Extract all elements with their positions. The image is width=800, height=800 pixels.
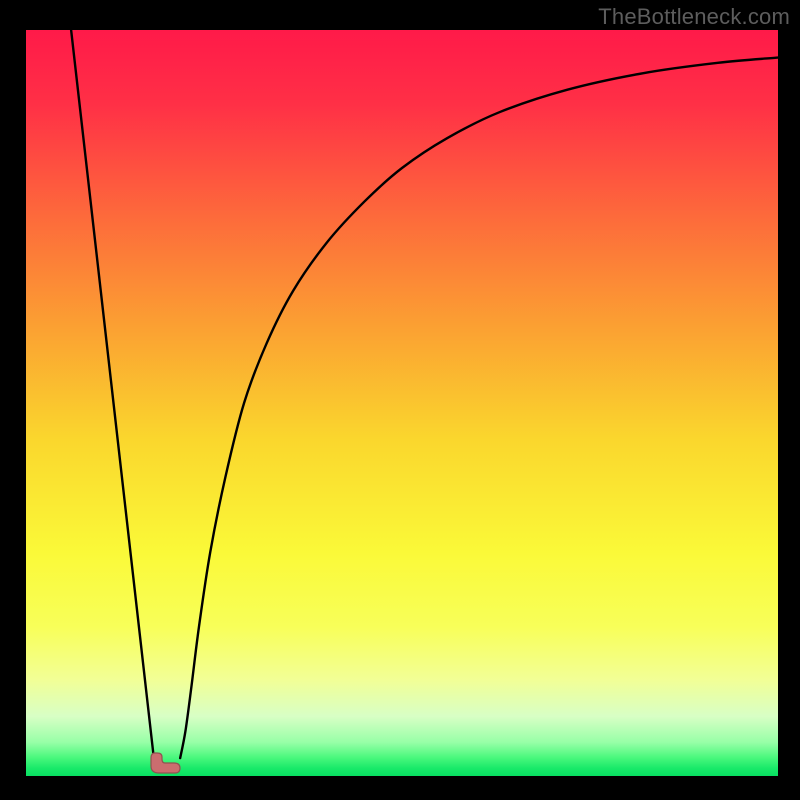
watermark-text: TheBottleneck.com	[598, 4, 790, 30]
bottleneck-curve	[26, 30, 778, 776]
chart-container: TheBottleneck.com	[0, 0, 800, 800]
plot-area	[26, 30, 778, 776]
